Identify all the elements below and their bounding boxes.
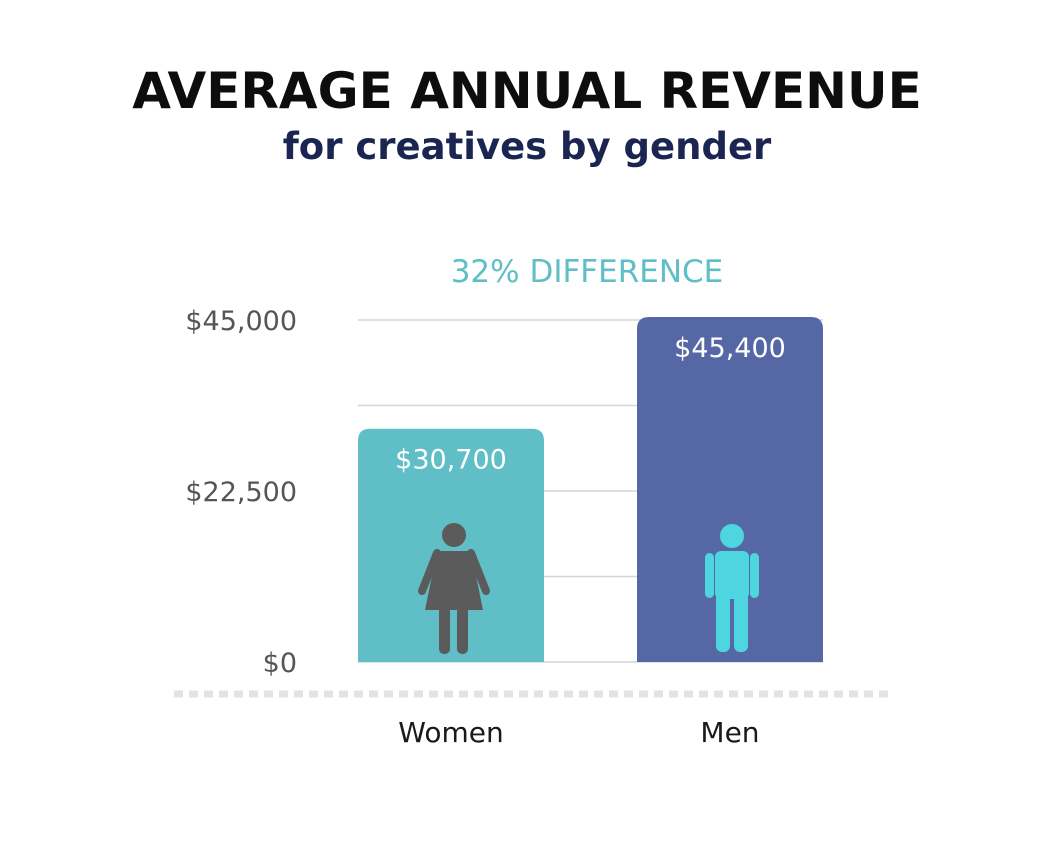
x-tick-label: Men xyxy=(700,716,759,749)
difference-annotation: 32% DIFFERENCE xyxy=(451,254,724,290)
chart-subtitle: for creatives by gender xyxy=(282,125,772,168)
y-tick-label: $0 xyxy=(263,648,297,679)
bar-men xyxy=(637,317,823,662)
y-axis-ticks: $0 $22,500 $45,000 xyxy=(185,306,297,679)
chart-title: AVERAGE ANNUAL REVENUE xyxy=(132,62,922,120)
x-tick-label: Women xyxy=(398,716,503,749)
woman-icon xyxy=(418,523,490,654)
bar-value-label: $45,400 xyxy=(674,333,786,364)
y-tick-label: $45,000 xyxy=(185,306,297,337)
x-axis-labels: Women Men xyxy=(398,716,759,749)
man-icon xyxy=(705,524,759,652)
bars: $30,700 $45,400 xyxy=(358,317,823,662)
gender-icons xyxy=(418,523,759,654)
y-tick-label: $22,500 xyxy=(185,477,297,508)
bar-value-label: $30,700 xyxy=(395,445,507,476)
